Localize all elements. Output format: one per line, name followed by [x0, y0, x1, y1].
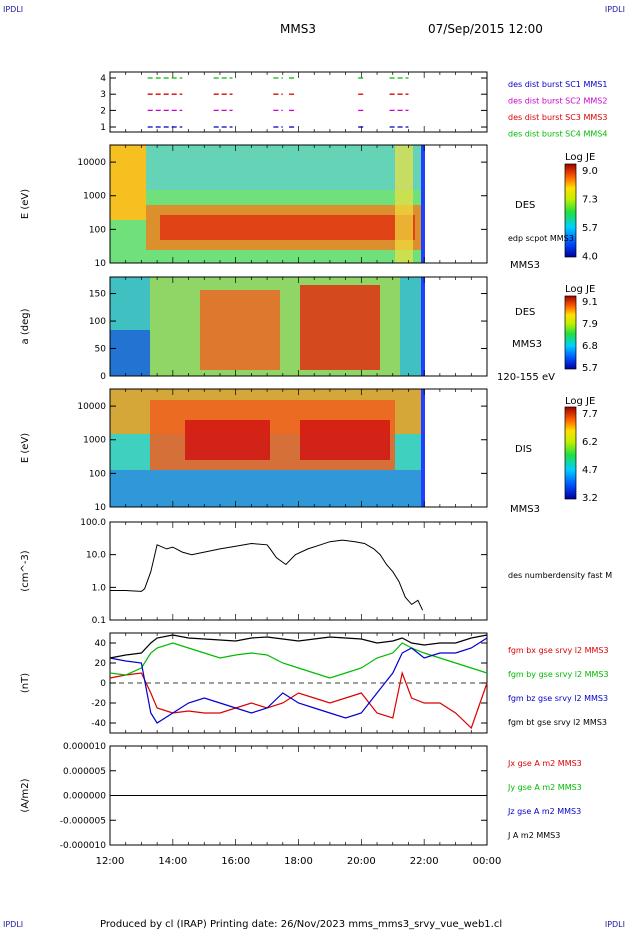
y-tick-label: 3: [100, 90, 106, 100]
density-series-line: [110, 539, 424, 611]
y-tick-label: 0.000010: [63, 742, 106, 752]
y-tick-label: 20: [95, 659, 107, 669]
colorbar-tick-label: 3.2: [582, 493, 598, 504]
energy-range-label: 120-155 eV: [497, 372, 555, 383]
y-tick-label: 10.0: [86, 551, 106, 561]
field-legend-label: fgm bt gse srvy l2 MMS3: [508, 718, 607, 727]
des-label: DES: [515, 200, 535, 211]
field-legend-label: fgm bx gse srvy l2 MMS3: [508, 646, 609, 655]
dis-label: DIS: [515, 444, 532, 455]
spacecraft-label: MMS3: [512, 339, 542, 350]
y-axis-label: a (deg): [20, 308, 31, 344]
y-tick-label: 100: [89, 225, 106, 235]
y-tick-label: 0.000000: [63, 792, 106, 802]
burst-legend-label: des dist burst SC2 MMS2: [508, 97, 607, 106]
y-tick-label: 100: [89, 317, 106, 327]
density-label: des numberdensity fast M: [508, 571, 612, 580]
corner-label: IPDLI: [3, 920, 24, 929]
colorbar-tick-label: 4.0: [582, 252, 598, 263]
y-tick-label: 1: [100, 123, 106, 133]
colorbar-title: Log JE: [565, 152, 595, 163]
field-series-line-2: [109, 637, 488, 724]
spacecraft-title: MMS3: [280, 22, 316, 36]
datetime-title: 07/Sep/2015 12:00: [428, 22, 543, 36]
y-axis-label: (cm^-3): [20, 550, 31, 591]
time-tick-label: 12:00: [96, 856, 125, 867]
y-tick-label: 1.0: [92, 583, 107, 593]
y-tick-label: -40: [91, 719, 106, 729]
spacecraft-label: MMS3: [510, 260, 540, 271]
time-tick-label: 20:00: [347, 856, 376, 867]
time-tick-label: 16:00: [221, 856, 250, 867]
colorbar-tick-label: 6.8: [582, 341, 598, 352]
field-series-line-3: [109, 634, 488, 659]
y-tick-label: 1000: [83, 436, 106, 446]
y-tick-label: 10: [95, 503, 107, 513]
y-tick-label: 40: [95, 639, 107, 649]
colorbar-tick-label: 7.9: [582, 319, 598, 330]
field-legend-label: fgm by gse srvy l2 MMS3: [508, 670, 609, 679]
colorbar-tick-label: 5.7: [582, 223, 598, 234]
corner-label: IPDLI: [604, 5, 625, 14]
colorbar-des-energy: [564, 163, 577, 258]
density-frame: [109, 521, 488, 621]
field-legend-label: fgm bz gse srvy l2 MMS3: [508, 694, 608, 703]
colorbar-tick-label: 4.7: [582, 465, 598, 476]
burst-frame: [109, 71, 488, 133]
colorbar-tick-label: 9.0: [582, 166, 598, 177]
colorbar-tick-label: 7.3: [582, 195, 598, 206]
colorbar-tick-label: 5.7: [582, 363, 598, 374]
y-axis-label: E (eV): [20, 433, 31, 463]
colorbar-tick-label: 9.1: [582, 297, 598, 308]
corner-label: IPDLI: [3, 5, 24, 14]
colorbar-title: Log JE: [565, 284, 595, 295]
field-series-line-0: [109, 670, 488, 730]
footer-text: Produced by cl (IRAP) Printing date: 26/…: [100, 919, 503, 930]
time-tick-label: 00:00: [473, 856, 502, 867]
colorbar-tick-label: 6.2: [582, 437, 598, 448]
current-legend-label: Jx gse A m2 MMS3: [507, 759, 582, 768]
y-tick-label: -0.000010: [60, 841, 106, 851]
des-label: DES: [515, 307, 535, 318]
current-legend-label: Jy gse A m2 MMS3: [507, 783, 582, 792]
current-legend-label: Jz gse A m2 MMS3: [507, 807, 581, 816]
burst-legend-label: des dist burst SC1 MMS1: [508, 80, 607, 89]
y-tick-label: 10: [95, 259, 107, 269]
time-tick-label: 18:00: [284, 856, 313, 867]
colorbar-des-pitch: [564, 295, 577, 370]
y-axis-label: (A/m2): [20, 778, 31, 812]
field-series-line-1: [109, 642, 488, 679]
burst-legend-label: des dist burst SC3 MMS3: [508, 113, 607, 122]
corner-label: IPDLI: [604, 920, 625, 929]
time-tick-label: 14:00: [158, 856, 187, 867]
y-tick-label: 4: [100, 74, 106, 84]
y-tick-label: 0.1: [92, 616, 106, 626]
spacecraft-label: MMS3: [510, 504, 540, 515]
y-tick-label: 100: [89, 469, 106, 479]
current-legend-label: J A m2 MMS3: [507, 831, 560, 840]
y-tick-label: 0.000005: [63, 767, 106, 777]
y-tick-label: 2: [100, 106, 106, 116]
burst-legend-label: des dist burst SC4 MMS4: [508, 130, 607, 139]
y-tick-label: 0: [100, 679, 106, 689]
y-tick-label: 50: [95, 344, 107, 354]
y-tick-label: 0: [100, 372, 106, 382]
y-tick-label: 100.0: [80, 518, 106, 528]
y-axis-label: (nT): [20, 673, 31, 693]
y-tick-label: -0.000005: [60, 816, 106, 826]
y-axis-label: E (eV): [20, 189, 31, 219]
y-tick-label: -20: [91, 699, 106, 709]
colorbar-tick-label: 7.7: [582, 409, 598, 420]
colorbar-title: Log JE: [565, 396, 595, 407]
y-tick-label: 1000: [83, 192, 106, 202]
scpot-label: edp scpot MMS3: [508, 234, 574, 243]
y-tick-label: 150: [89, 290, 106, 300]
y-tick-label: 10000: [77, 402, 106, 412]
y-tick-label: 10000: [77, 158, 106, 168]
colorbar-dis-energy: [564, 406, 577, 500]
time-tick-label: 22:00: [410, 856, 439, 867]
